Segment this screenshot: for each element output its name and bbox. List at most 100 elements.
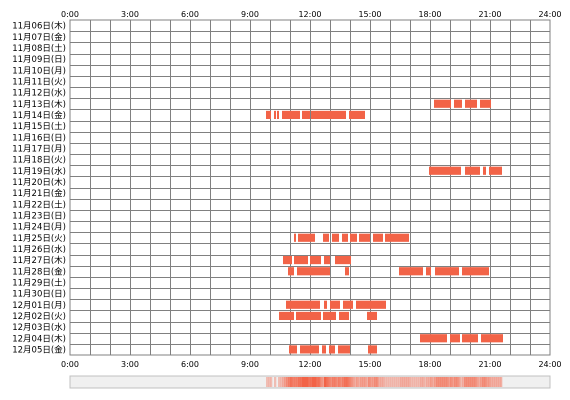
summary-density-mark	[402, 377, 405, 387]
activity-segment	[294, 256, 308, 265]
activity-segment	[435, 267, 459, 276]
summary-density-mark	[486, 377, 489, 387]
summary-density-mark	[396, 377, 399, 387]
activity-segment	[330, 300, 340, 309]
summary-density-mark	[412, 377, 415, 387]
summary-density-mark	[470, 377, 473, 387]
row-date-label: 12月05日(金)	[12, 344, 66, 355]
summary-density-mark	[318, 377, 321, 387]
y-axis-date-labels: 11月06日(木)11月07日(金)11月08日(土)11月09日(日)11月1…	[12, 21, 66, 356]
activity-segment	[349, 110, 365, 119]
summary-density-mark	[398, 377, 401, 387]
activity-segment	[345, 267, 349, 276]
activity-segment	[483, 166, 486, 175]
x-tick-label: 18:00	[418, 10, 441, 19]
summary-density-mark	[266, 377, 269, 387]
summary-density-mark	[324, 377, 327, 387]
activity-segment	[300, 345, 319, 354]
summary-density-mark	[270, 377, 273, 387]
x-tick-label: 0:00	[61, 360, 79, 369]
summary-density-mark	[410, 377, 413, 387]
summary-density-mark	[322, 377, 325, 387]
row-date-label: 11月13日(木)	[12, 99, 66, 110]
summary-density-mark	[290, 377, 293, 387]
summary-density-mark	[286, 377, 289, 387]
x-axis-bottom: 0:00 3:00 6:00 9:00 12:00 15:00 18:00 21:00 24:0…	[61, 360, 562, 369]
row-date-label: 11月15日(土)	[12, 121, 66, 132]
row-date-label: 11月09日(日)	[12, 55, 66, 65]
activity-segment	[480, 99, 491, 108]
summary-density-mark	[338, 377, 341, 387]
row-date-label: 11月28日(金)	[12, 266, 66, 277]
summary-density-mark	[400, 377, 403, 387]
row-date-label: 11月26日(水)	[12, 244, 66, 255]
activity-segment	[310, 256, 321, 265]
x-tick-label: 3:00	[121, 360, 139, 369]
row-date-label: 11月18日(火)	[12, 156, 66, 166]
summary-density-mark	[416, 377, 419, 387]
row-date-label: 11月30日(日)	[12, 290, 66, 300]
row-date-label: 11月24日(月)	[12, 223, 66, 233]
summary-density-mark	[344, 377, 347, 387]
summary-density-mark	[278, 377, 281, 387]
activity-segment	[322, 345, 326, 354]
summary-density-mark	[382, 377, 385, 387]
summary-density-mark	[388, 377, 391, 387]
activity-segment	[450, 334, 460, 343]
summary-density-mark	[372, 377, 375, 387]
summary-density-mark	[474, 377, 477, 387]
summary-stripe	[69, 375, 551, 389]
summary-density-mark	[408, 377, 411, 387]
activity-segment	[298, 233, 315, 242]
summary-density-mark	[384, 377, 387, 387]
summary-density-mark	[414, 377, 417, 387]
activity-segment	[356, 300, 386, 309]
activity-segment	[329, 345, 335, 354]
summary-density-mark	[456, 377, 459, 387]
summary-density-mark	[370, 377, 373, 387]
activity-segment	[297, 267, 330, 276]
x-tick-label: 15:00	[358, 360, 381, 369]
row-date-label: 11月06日(木)	[12, 21, 66, 32]
x-tick-label: 3:00	[121, 10, 139, 19]
activity-segment	[286, 300, 320, 309]
summary-density-mark	[284, 377, 287, 387]
summary-density-mark	[378, 377, 381, 387]
summary-density-mark	[288, 377, 291, 387]
summary-density-mark	[274, 377, 277, 387]
summary-density-mark	[428, 377, 431, 387]
activity-segment	[373, 233, 383, 242]
summary-density-mark	[490, 377, 493, 387]
summary-density-mark	[298, 377, 301, 387]
row-date-label: 11月08日(土)	[12, 43, 66, 54]
summary-density-mark	[466, 377, 469, 387]
x-axis-top: 0:00 3:00 6:00 9:00 12:00 15:00 18:00 21:00 24:0…	[61, 10, 562, 19]
activity-segment	[338, 345, 350, 354]
activity-segment	[420, 334, 447, 343]
row-date-label: 12月02日(火)	[12, 312, 66, 322]
summary-density-mark	[376, 377, 379, 387]
summary-density-mark	[422, 377, 425, 387]
row-date-label: 12月03日(水)	[12, 322, 66, 333]
summary-density-mark	[364, 377, 367, 387]
activity-segment	[282, 110, 300, 119]
summary-density-mark	[312, 377, 315, 387]
summary-density-mark	[478, 377, 481, 387]
summary-density-mark	[330, 377, 333, 387]
activity-segment	[465, 166, 480, 175]
row-date-label: 11月21日(金)	[12, 188, 66, 199]
row-date-label: 11月29日(土)	[12, 277, 66, 288]
activity-segment	[332, 233, 339, 242]
activity-segment	[350, 233, 357, 242]
activity-segment	[323, 233, 329, 242]
summary-density-mark	[354, 377, 357, 387]
activity-segment	[342, 233, 348, 242]
summary-density-mark	[294, 377, 297, 387]
summary-density-mark	[366, 377, 369, 387]
summary-density-mark	[484, 377, 487, 387]
summary-density-mark	[342, 377, 345, 387]
summary-density-mark	[500, 377, 503, 387]
activity-segment	[311, 110, 346, 119]
row-date-label: 12月04日(木)	[12, 333, 66, 344]
x-tick-label: 12:00	[298, 360, 321, 369]
